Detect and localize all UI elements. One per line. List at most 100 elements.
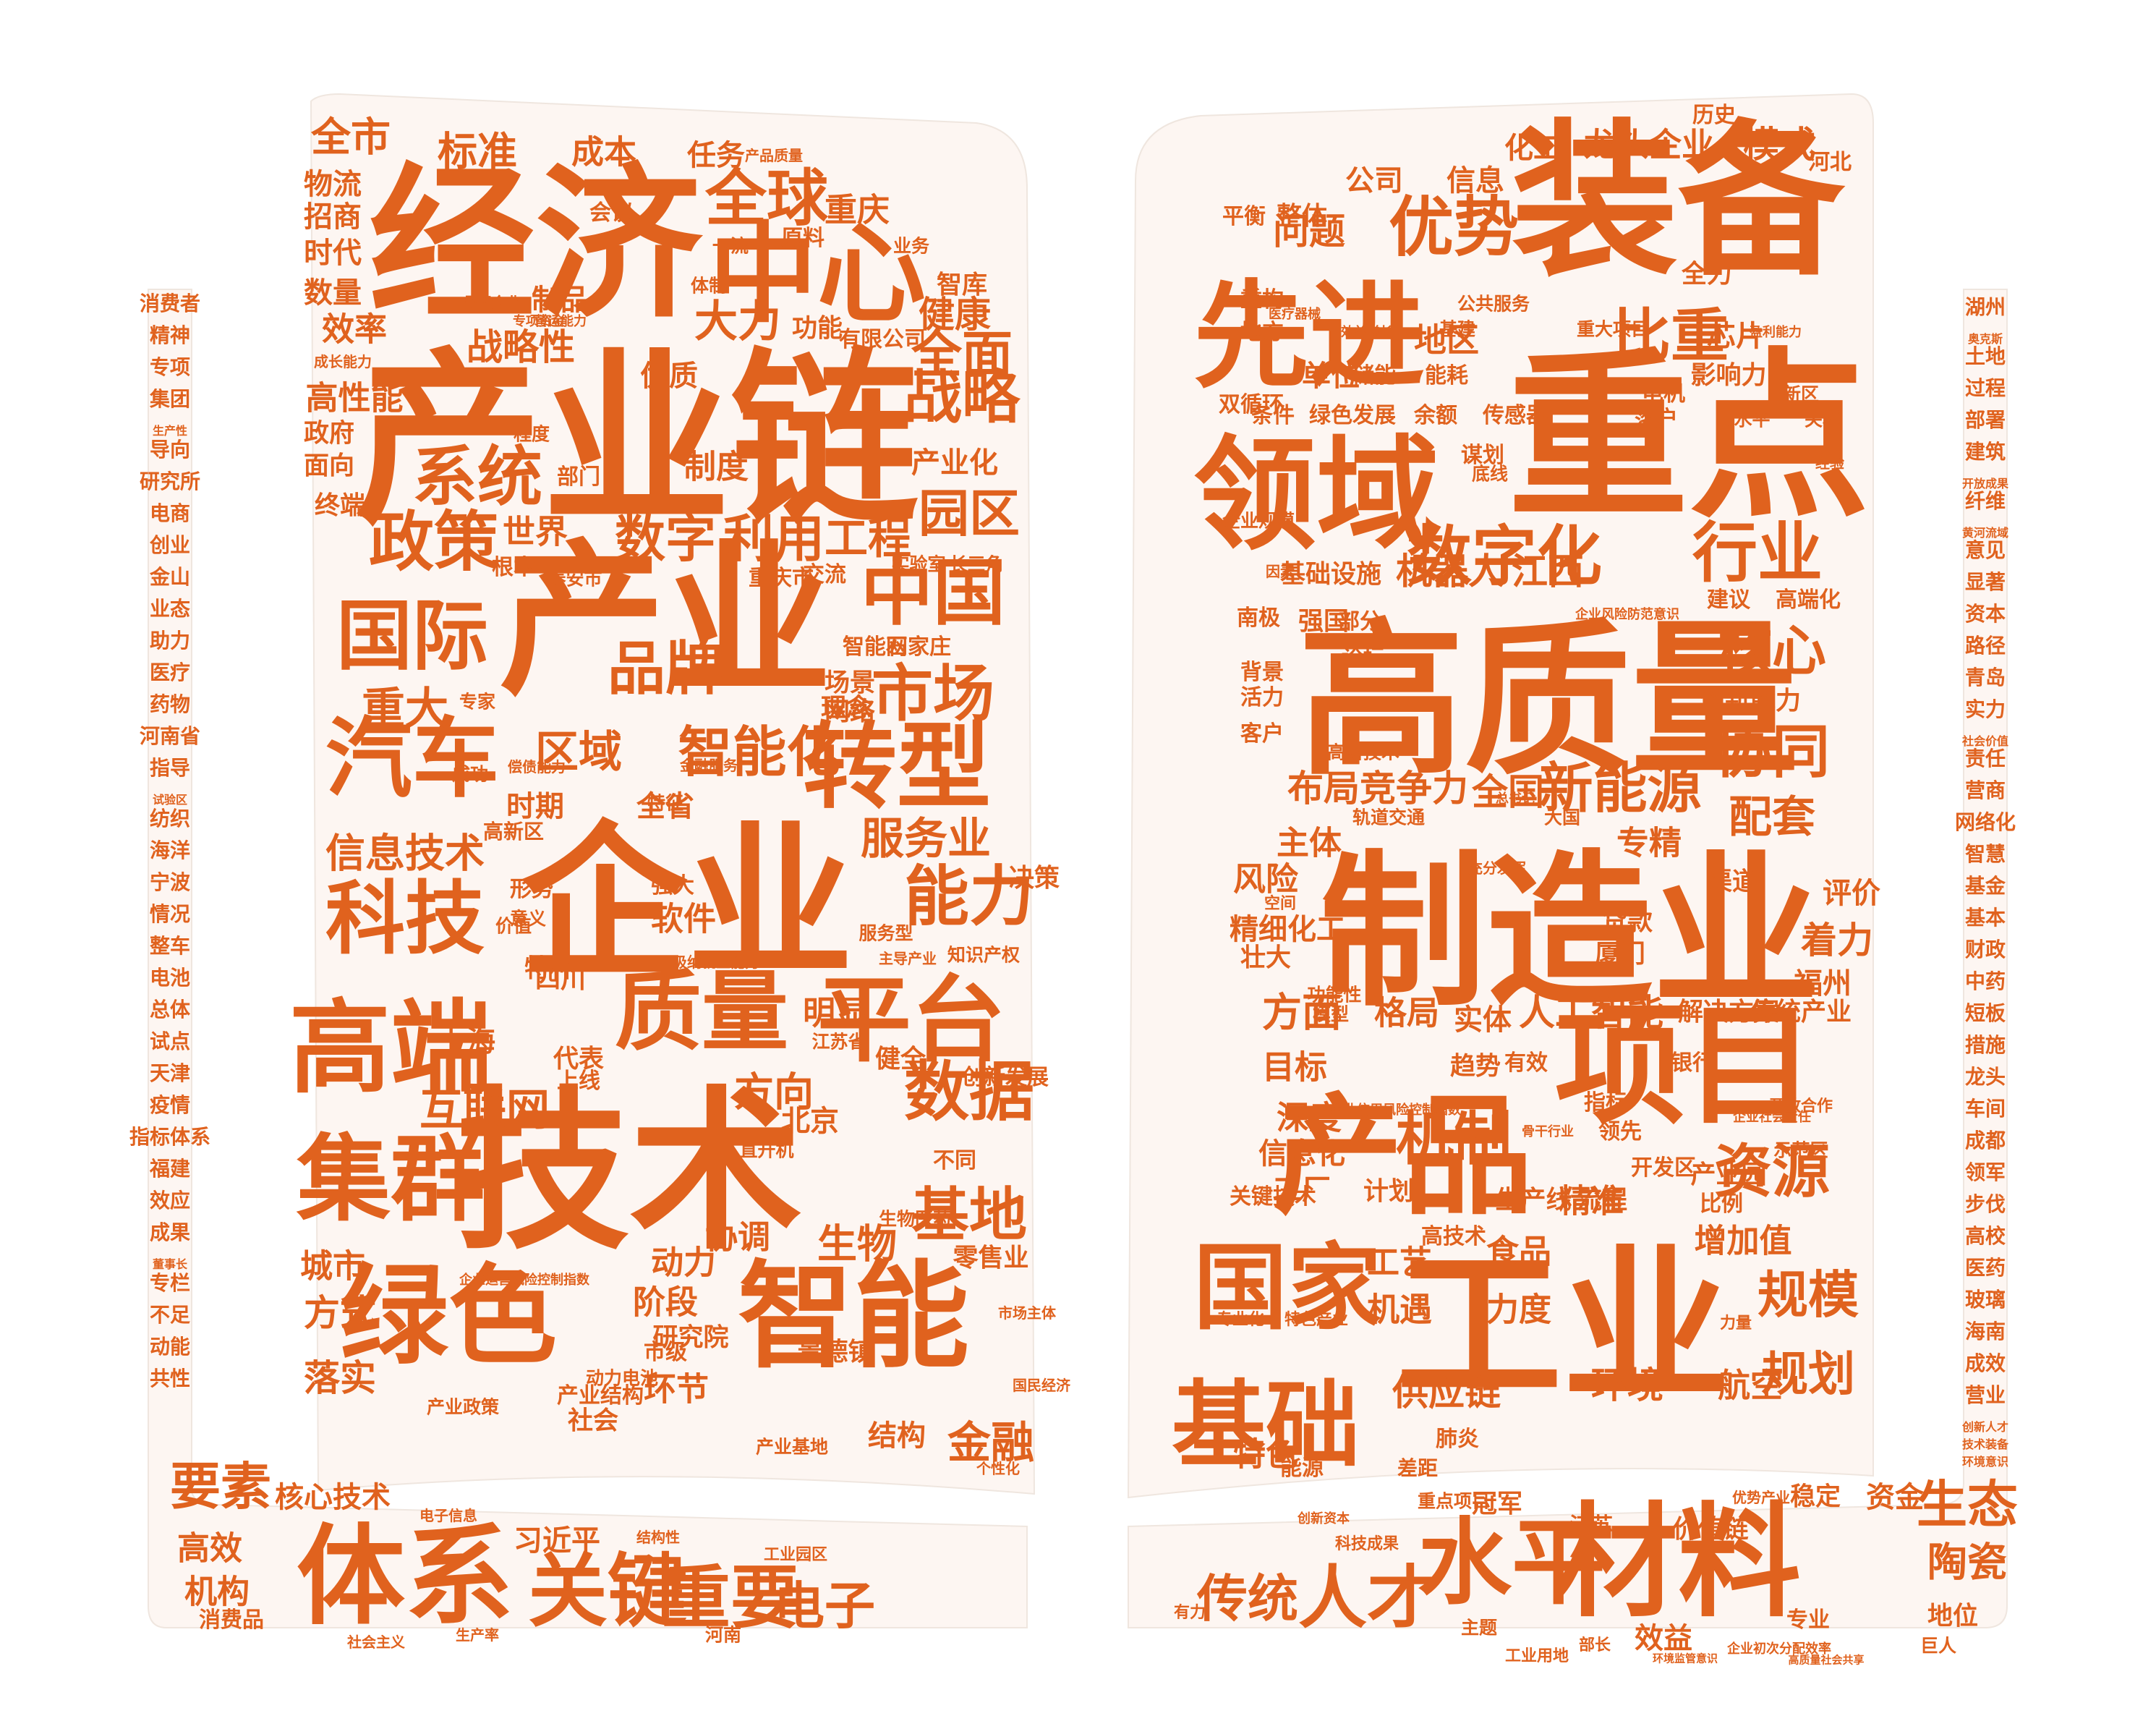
word: 产品质量 [745,147,803,164]
word: 市场主体 [998,1304,1056,1322]
word: 成功 [451,763,489,785]
word: 玻璃 [1964,1288,2006,1312]
word: 有效 [1504,1050,1548,1076]
word: 问题 [1273,211,1345,252]
word: 专业 [1786,1607,1830,1633]
word: 价值链 [1672,1515,1749,1545]
word: 生物 [817,1220,898,1267]
word: 效率 [321,310,388,349]
word: 地位 [1927,1602,1979,1631]
word: 工厂 [1273,1173,1331,1207]
word: 部门 [557,464,600,490]
word: 骨干企业 [463,294,521,311]
word: 规模 [1757,1265,1859,1325]
word: 政府 [303,419,355,449]
word: 电池 [149,966,191,990]
word: 传感器 [1483,403,1548,428]
word: 空间 [1264,895,1297,913]
word: 基建 [1439,318,1476,340]
word: 重点项目 [1417,1490,1491,1512]
word: 高新技术 [1326,742,1400,763]
word: 社会主义 [347,1634,405,1651]
word: 特色 [1232,1435,1299,1474]
word: 比重 [1613,302,1729,370]
word: 利用 [723,509,825,569]
word: 优质 [640,360,698,393]
word: 成效 [1964,1351,2006,1375]
word: 食品 [1486,1232,1552,1271]
word: 社会价值 [1961,734,2009,748]
word: 芯片 [1707,320,1765,353]
word: 核心 [1717,619,1827,683]
word: 信息 [1446,164,1504,197]
word: 产业化 [911,446,998,480]
word: 步伐 [1964,1192,2006,1216]
word: 电商 [149,501,191,525]
word: 纺织 [149,807,191,830]
word: 江西 [1512,551,1584,592]
word: 重点 [1508,332,1870,543]
word: 结构性 [636,1529,680,1546]
word: 布局 [1287,768,1360,810]
word: 效应 [149,1189,191,1212]
word: 城市 [299,1246,366,1286]
word: 意见 [1964,538,2006,562]
word: 创业 [149,533,191,557]
word: 重要 [661,1558,800,1639]
word: 工业园区 [763,1546,828,1564]
word: 高技术 [1421,1224,1486,1249]
word: 工艺 [1366,1243,1433,1282]
word: 风险 [1232,859,1299,899]
word: 企业运营风险控制指数 [459,1273,589,1288]
word: 效益增长 [1341,325,1393,340]
word: 董事长 [152,1257,188,1271]
word: 生产线 [1495,1186,1572,1215]
word: 差距 [1397,1456,1439,1480]
word: 阶段 [632,1283,699,1322]
word: 信息技术 [325,830,485,877]
word: 企业规模 [1222,510,1295,532]
word: 消费品 [199,1607,264,1633]
word: 高水平 [1716,409,1771,430]
word: 标准 [437,128,518,175]
word: 品牌 [608,635,723,702]
word: 代表 [553,1045,605,1074]
word: 产业政策 [426,1396,500,1418]
word: 环节 [643,1369,710,1409]
word: 功能 [791,314,843,344]
word: 泰安市 [547,568,602,590]
word: 历史 [1692,103,1736,128]
word: 数量 [304,276,362,310]
word: 土地 [1964,344,2006,368]
word: 转型 [802,712,992,822]
word: 盈利能力 [1750,325,1802,340]
word: 稳定 [1789,1482,1841,1512]
word: 成果 [149,1220,191,1244]
word: 生物医药 [878,1208,952,1230]
word: 总书记 [1496,791,1535,807]
word: 装备 [1511,106,1845,299]
word: 大力 [694,297,781,347]
word: 制度 [683,447,749,486]
word: 产业结构 [557,1383,644,1409]
word: 规划 [1760,1347,1856,1402]
word: 市级 [644,1340,687,1365]
word: 世界 [502,512,568,551]
word: 动力电池 [585,1367,659,1389]
word: 原料 [781,226,825,251]
word: 资本 [1964,602,2006,626]
word: 战略 [904,364,1020,431]
left-page [310,93,1036,1495]
word: 生产率 [456,1626,499,1644]
word: 冠军 [1471,1490,1523,1519]
word: 智能 [737,1249,970,1384]
word: 电机 [1642,381,1685,407]
word: 重大项目 [1576,318,1650,340]
word: 储能 [1352,363,1396,388]
word: 智能化 [678,720,841,784]
word: 智能网 [843,634,908,660]
word: 双循环 [1219,392,1284,417]
word: 绿色 [339,1254,558,1380]
word: 短板 [1964,1001,2006,1025]
word: 部长 [1578,1636,1611,1654]
